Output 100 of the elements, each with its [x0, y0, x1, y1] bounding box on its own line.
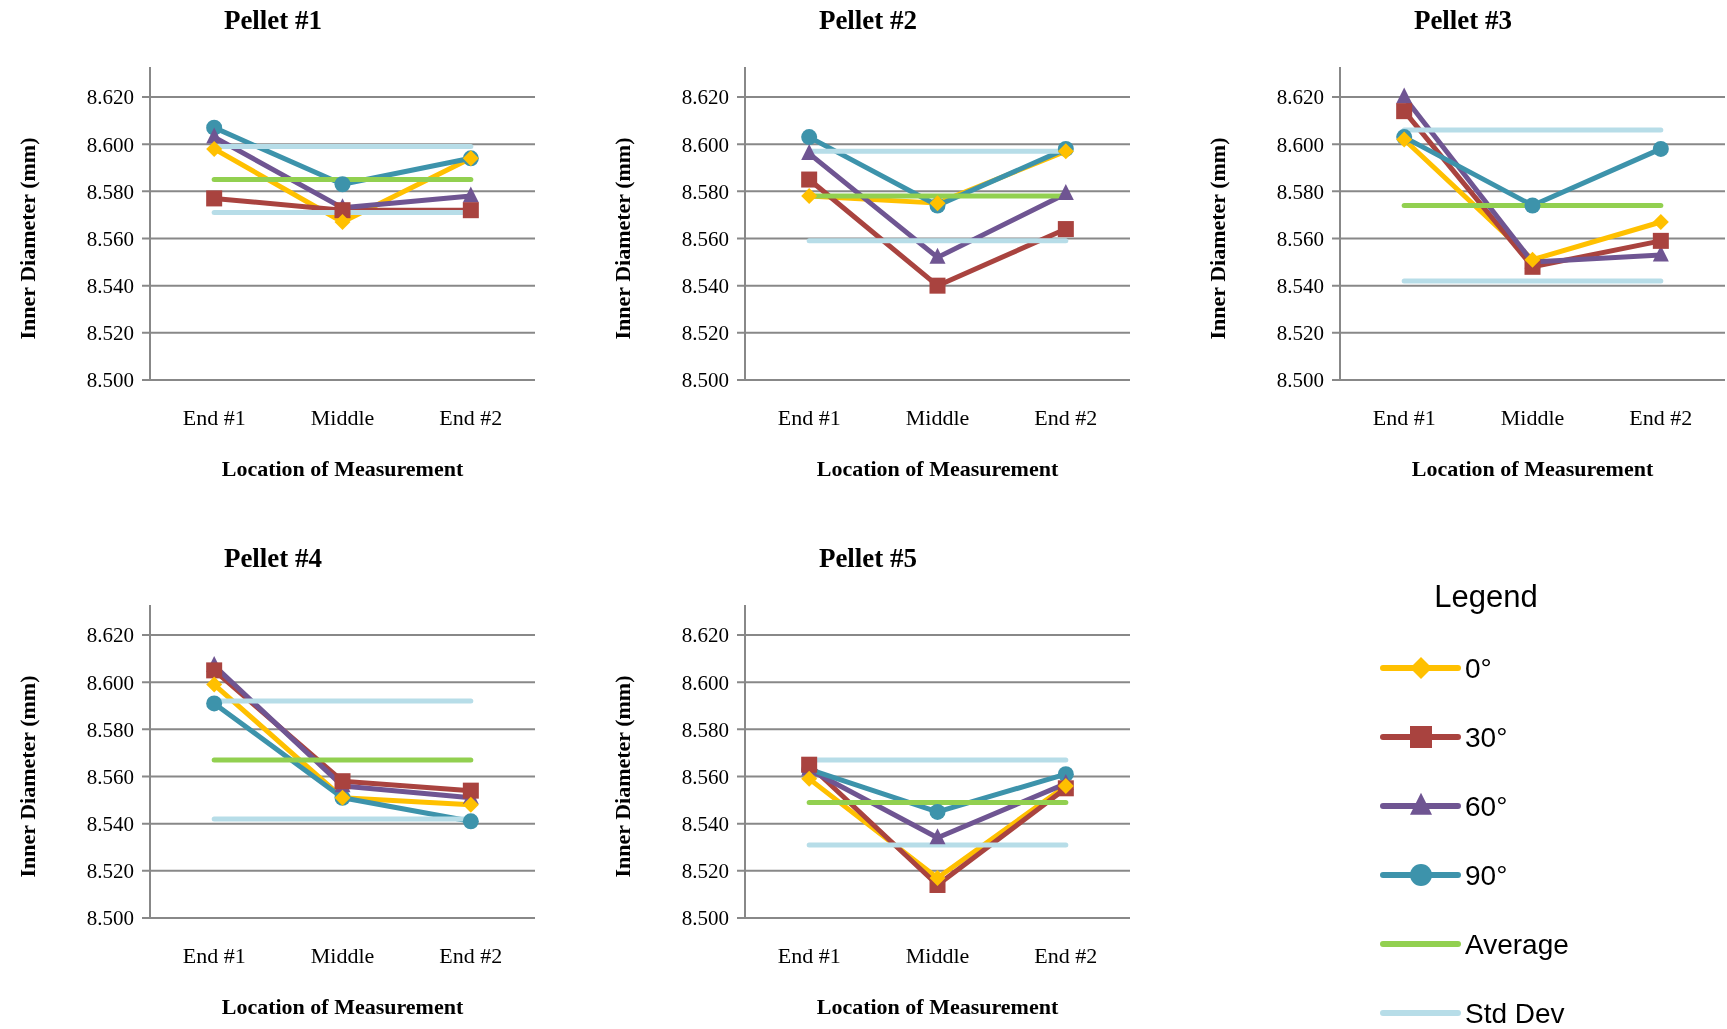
point: [929, 247, 946, 264]
point: [206, 190, 223, 207]
y-tick-label: 8.540: [681, 274, 729, 299]
point: [801, 188, 818, 205]
point: [1652, 213, 1669, 230]
legend-label: 90°: [1465, 859, 1508, 891]
point: [462, 186, 479, 203]
y-tick-label: 8.620: [86, 623, 134, 648]
y-tick-label: 8.620: [1276, 85, 1324, 110]
x-tick-label: End #1: [777, 943, 841, 968]
y-tick-label: 8.620: [681, 85, 729, 110]
x-tick-label: Middle: [905, 943, 970, 968]
x-tick-label: End #1: [1372, 405, 1436, 430]
y-tick-label: 8.500: [86, 906, 134, 931]
y-tick-label: 8.540: [1276, 274, 1324, 299]
chart-title: Pellet #3: [1413, 5, 1513, 35]
legend-title: Legend: [1434, 579, 1538, 614]
x-tick-label: End #2: [439, 943, 503, 968]
x-axis-title: Location of Measurement: [816, 994, 1059, 1019]
y-tick-label: 8.560: [1276, 226, 1324, 251]
legend-label: Average: [1465, 928, 1569, 960]
chart-title: Pellet #2: [818, 5, 918, 35]
y-tick-label: 8.620: [86, 85, 134, 110]
point: [334, 213, 351, 230]
y-tick-label: 8.600: [1276, 132, 1324, 157]
legend-label: 0°: [1465, 652, 1492, 684]
y-tick-label: 8.500: [86, 368, 134, 393]
point: [929, 828, 946, 845]
point: [1524, 197, 1541, 214]
y-tick-label: 8.580: [86, 717, 134, 742]
x-tick-label: End #1: [182, 943, 246, 968]
legend-label: Std Dev: [1465, 997, 1565, 1029]
y-tick-label: 8.560: [86, 226, 134, 251]
legend-label: 60°: [1465, 790, 1508, 822]
point: [462, 202, 479, 219]
y-tick-label: 8.500: [681, 368, 729, 393]
y-tick-label: 8.620: [681, 623, 729, 648]
y-tick-label: 8.540: [86, 812, 134, 837]
y-tick-label: 8.520: [86, 859, 134, 884]
y-tick-label: 8.520: [681, 859, 729, 884]
y-tick-label: 8.500: [1276, 368, 1324, 393]
x-axis-title: Location of Measurement: [816, 456, 1059, 481]
point: [334, 176, 351, 193]
point: [929, 869, 946, 886]
y-tick-label: 8.580: [681, 717, 729, 742]
x-tick-label: Middle: [310, 405, 375, 430]
x-axis-title: Location of Measurement: [221, 994, 464, 1019]
point: [206, 695, 223, 712]
y-axis-title: Inner Diameter (mm): [610, 137, 635, 340]
point: [801, 129, 818, 146]
x-tick-label: Middle: [1500, 405, 1565, 430]
x-tick-label: Middle: [310, 943, 375, 968]
x-axis-title: Location of Measurement: [1411, 456, 1654, 481]
x-tick-label: End #1: [777, 405, 841, 430]
point: [1057, 184, 1074, 201]
y-tick-label: 8.580: [681, 179, 729, 204]
y-tick-label: 8.600: [681, 132, 729, 157]
x-tick-label: Middle: [905, 405, 970, 430]
point: [1652, 232, 1669, 249]
y-tick-label: 8.600: [681, 670, 729, 695]
x-tick-label: End #1: [182, 405, 246, 430]
y-tick-label: 8.600: [86, 670, 134, 695]
point: [206, 662, 223, 679]
point: [334, 202, 351, 219]
y-tick-label: 8.580: [86, 179, 134, 204]
point: [206, 140, 223, 157]
y-tick-label: 8.520: [1276, 321, 1324, 346]
y-tick-label: 8.600: [86, 132, 134, 157]
point: [462, 796, 479, 813]
y-tick-label: 8.560: [681, 226, 729, 251]
y-tick-label: 8.580: [1276, 179, 1324, 204]
point: [929, 803, 946, 820]
chart-title: Pellet #5: [818, 543, 918, 573]
point: [462, 782, 479, 799]
point: [206, 676, 223, 693]
x-tick-label: End #2: [1034, 405, 1098, 430]
chart-title: Pellet #1: [223, 5, 323, 35]
y-axis-title: Inner Diameter (mm): [15, 137, 40, 340]
y-axis-title: Inner Diameter (mm): [15, 675, 40, 878]
x-axis-title: Location of Measurement: [221, 456, 464, 481]
point: [1396, 103, 1413, 120]
point: [206, 127, 223, 144]
point: [462, 813, 479, 830]
y-axis-title: Inner Diameter (mm): [1205, 137, 1230, 340]
x-tick-label: End #2: [1629, 405, 1693, 430]
y-tick-label: 8.500: [681, 906, 729, 931]
y-tick-label: 8.540: [86, 274, 134, 299]
point: [801, 171, 818, 188]
x-tick-label: End #2: [1034, 943, 1098, 968]
legend-label: 30°: [1465, 721, 1508, 753]
y-tick-label: 8.560: [86, 764, 134, 789]
y-tick-label: 8.520: [86, 321, 134, 346]
point: [1652, 140, 1669, 157]
chart-title: Pellet #4: [223, 543, 323, 573]
point: [929, 277, 946, 294]
y-tick-label: 8.520: [681, 321, 729, 346]
point: [1057, 221, 1074, 238]
x-tick-label: End #2: [439, 405, 503, 430]
y-tick-label: 8.560: [681, 764, 729, 789]
y-axis-title: Inner Diameter (mm): [610, 675, 635, 878]
